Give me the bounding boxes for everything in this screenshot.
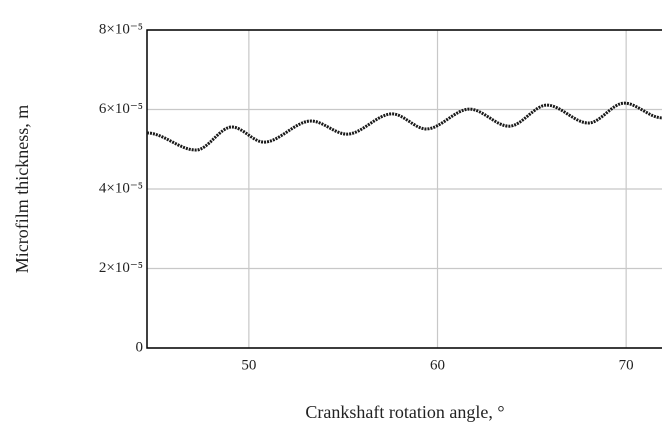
y-tick-label: 2×10⁻⁵ bbox=[99, 260, 143, 276]
plot-frame bbox=[146, 29, 662, 349]
y-tick-label: 0 bbox=[136, 339, 144, 355]
y-tick-label: 6×10⁻⁵ bbox=[99, 101, 143, 117]
x-tick-label: 60 bbox=[430, 357, 445, 373]
y-axis-title: Microfilm thickness, m bbox=[12, 105, 32, 273]
x-tick-label: 50 bbox=[241, 357, 256, 373]
x-axis-title: Crankshaft rotation angle, ° bbox=[305, 402, 504, 422]
y-tick-label: 4×10⁻⁵ bbox=[99, 180, 143, 196]
y-tick-label: 8×10⁻⁵ bbox=[99, 21, 143, 37]
x-tick-label: 70 bbox=[619, 357, 634, 373]
data-line bbox=[146, 101, 662, 152]
